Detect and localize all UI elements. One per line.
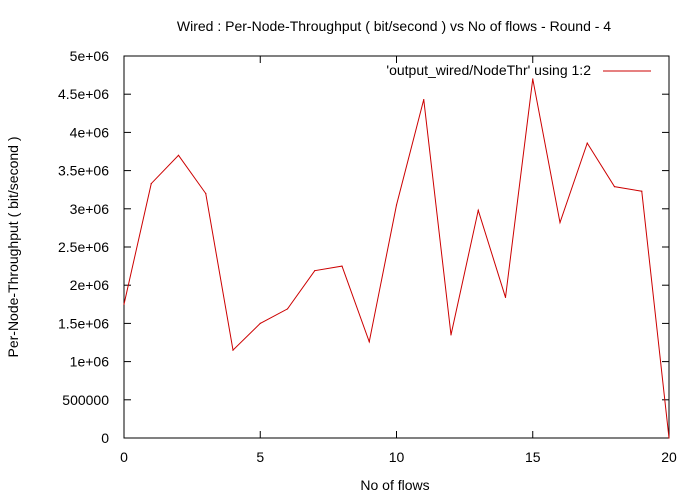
data-point [232,349,234,351]
chart-title: Wired : Per-Node-Throughput ( bit/second… [177,18,611,34]
data-point [205,192,207,195]
x-tick-label: 5 [256,449,264,465]
data-point [559,221,561,224]
y-tick-label: 1e+06 [70,354,110,370]
data-point [668,437,670,439]
data-point [259,322,261,324]
x-tick-label: 0 [120,449,128,465]
data-point [504,296,507,299]
y-tick-label: 3.5e+06 [58,163,109,179]
y-tick-label: 2.5e+06 [58,239,109,255]
x-axis-label: No of flows [360,477,429,493]
y-axis-label: Per-Node-Throughput ( bit/second ) [5,137,21,358]
legend-label: 'output_wired/NodeThr' using 1:2 [386,62,591,78]
y-tick-label: 3e+06 [70,201,110,217]
y-tick-label: 4.5e+06 [58,86,109,102]
y-tick-label: 500000 [62,392,109,408]
data-point [613,186,616,188]
x-tick-label: 10 [389,449,405,465]
plot-frame [123,55,670,439]
y-tick-label: 5e+06 [70,48,110,64]
y-tick-label: 0 [101,430,109,446]
series-line-0 [123,78,670,439]
legend: 'output_wired/NodeThr' using 1:2 [386,62,651,78]
data-point [286,308,289,310]
x-tick-label: 15 [525,449,541,465]
data-point [177,154,180,156]
data-point [477,209,479,211]
x-tick-label: 20 [661,449,677,465]
data-point [123,303,125,305]
data-point [641,190,643,192]
series-layer [123,78,670,439]
data-point [368,341,370,343]
data-point [341,265,343,267]
data-point [450,334,452,336]
y-tick-label: 4e+06 [70,124,110,140]
y-tick-label: 2e+06 [70,277,110,293]
ticks-layer: 0 500000 1e+06 1.5e+06 2e+06 2.5e+06 3e+06 3.5e… [58,48,677,465]
data-point [532,78,534,80]
data-point [314,270,316,272]
data-point [395,204,398,206]
data-point [423,98,425,101]
y-tick-label: 1.5e+06 [58,315,109,331]
data-point [586,142,588,144]
data-point [150,182,152,185]
